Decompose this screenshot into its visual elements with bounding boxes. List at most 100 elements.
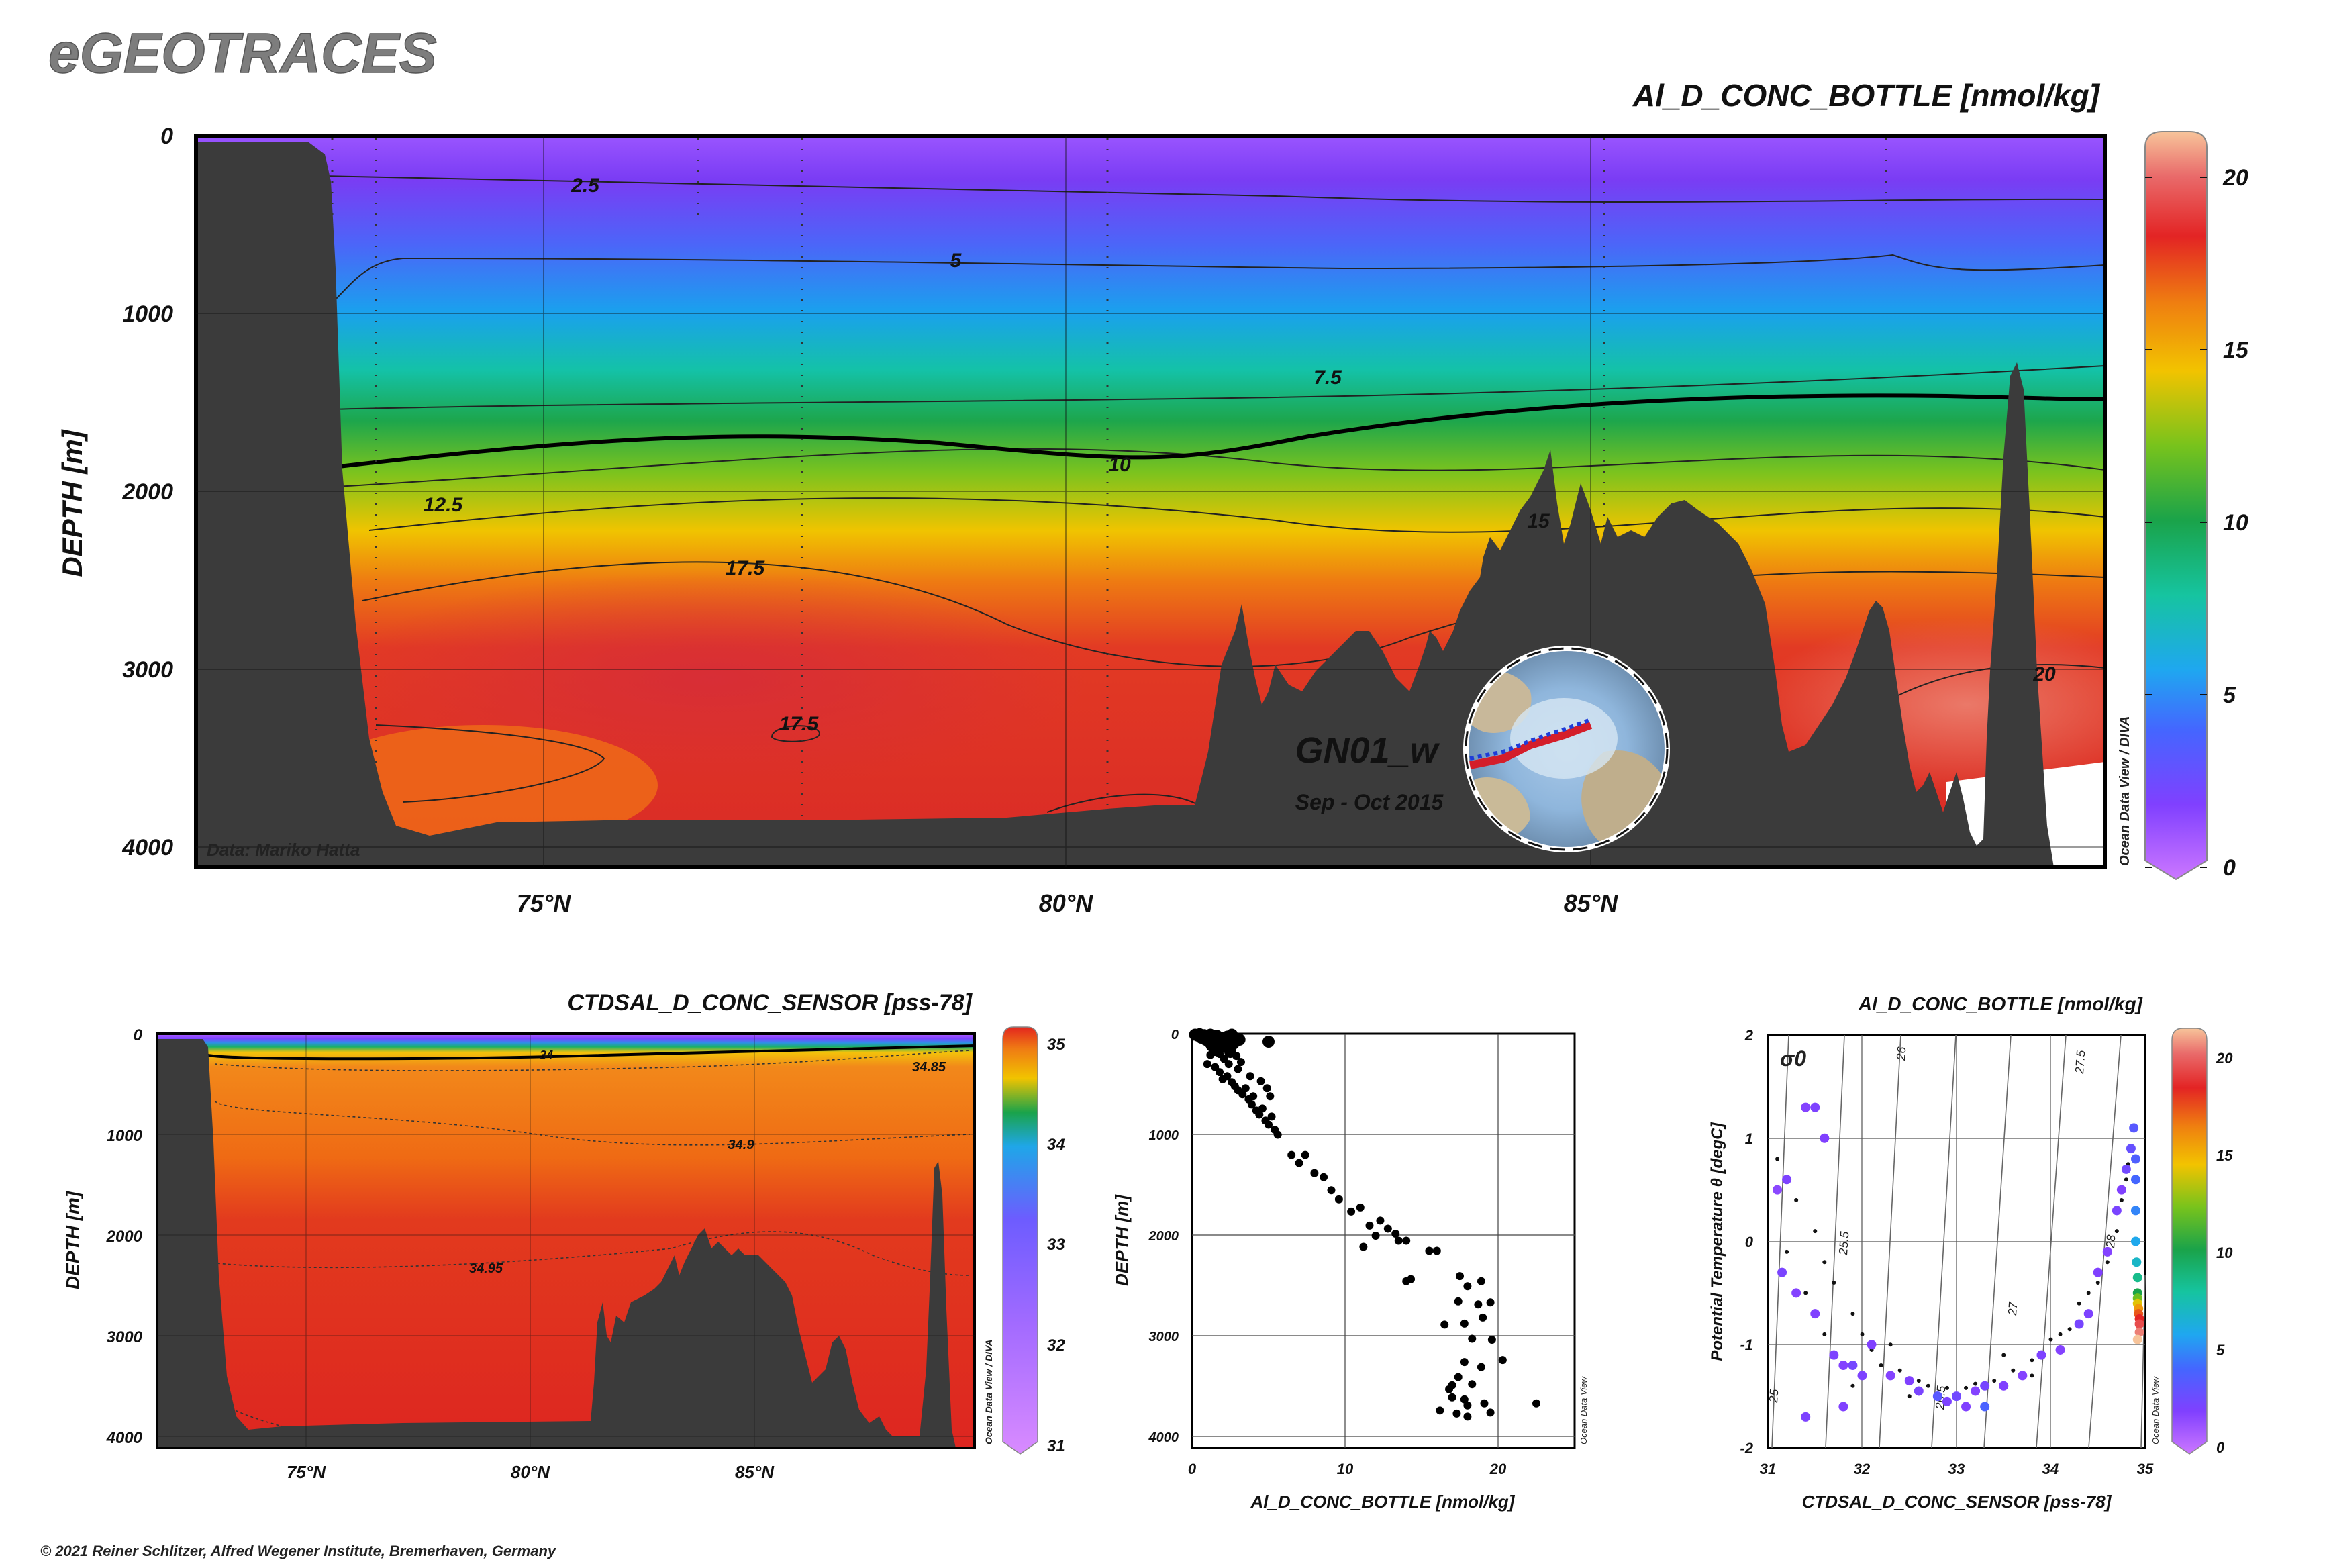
ts-title: Al_D_CONC_BOTTLE [nmol/kg] bbox=[1858, 993, 2144, 1014]
profile-point bbox=[1301, 1150, 1309, 1159]
ts-small-point bbox=[1775, 1157, 1780, 1161]
contour-label-5: 5 bbox=[950, 250, 962, 272]
ts-point bbox=[2083, 1309, 2093, 1319]
ts-point bbox=[1838, 1361, 1848, 1370]
profile-point bbox=[1334, 1195, 1343, 1204]
main-ytick-1: 1000 bbox=[122, 301, 173, 327]
profile-point bbox=[1267, 1112, 1276, 1121]
profile-gridlines bbox=[1192, 1034, 1575, 1448]
profile-point bbox=[1454, 1373, 1463, 1381]
profile-point bbox=[1255, 1110, 1264, 1119]
ts-ytick-m1: -1 bbox=[1740, 1336, 1753, 1353]
ts-isopycnal-labels: 25 25.5 26 26.5 27 27.5 28 bbox=[1767, 1046, 2118, 1410]
main-contour-labels: 2.5 5 7.5 10 12.5 17.5 17.5 15 20 bbox=[424, 175, 2056, 735]
ts-small-point bbox=[2077, 1301, 2081, 1306]
ts-point bbox=[1838, 1402, 1848, 1412]
main-xtick-0: 75°N bbox=[517, 889, 571, 917]
ts-small-point bbox=[1822, 1260, 1827, 1265]
profile-point bbox=[1295, 1159, 1303, 1167]
ts-sigma-label: σ0 bbox=[1780, 1046, 1806, 1071]
sal-clabel-34: 34 bbox=[540, 1048, 553, 1062]
ts-iso-28: 28 bbox=[2103, 1234, 2118, 1249]
main-ytick-2: 2000 bbox=[121, 479, 173, 505]
ts-small-point bbox=[2058, 1332, 2063, 1336]
salinity-terrain bbox=[157, 1039, 956, 1448]
ts-cbar-10: 10 bbox=[2216, 1244, 2233, 1261]
ts-point bbox=[1867, 1340, 1877, 1350]
ts-cbar-15: 15 bbox=[2216, 1147, 2233, 1164]
ts-point bbox=[1952, 1391, 1961, 1402]
ts-point bbox=[1971, 1386, 1981, 1396]
ts-iso-27-5: 27.5 bbox=[2073, 1049, 2088, 1075]
main-xtick-1: 80°N bbox=[1039, 889, 1093, 917]
ts-isopycnals bbox=[1771, 1034, 2146, 1449]
profile-point bbox=[1273, 1130, 1282, 1139]
ts-point bbox=[2116, 1185, 2126, 1195]
ts-iso-26: 26 bbox=[1894, 1046, 1908, 1061]
ts-small-point bbox=[2124, 1177, 2128, 1182]
profile-point bbox=[1347, 1207, 1356, 1216]
ts-point bbox=[2055, 1344, 2065, 1355]
profile-point bbox=[1327, 1186, 1336, 1195]
profile-point bbox=[1224, 1060, 1233, 1069]
sal-xtick-1: 80°N bbox=[511, 1462, 550, 1482]
cruise-track bbox=[1469, 721, 1593, 769]
ts-point bbox=[1914, 1386, 1924, 1396]
ts-point bbox=[1932, 1391, 1942, 1402]
ts-small-point bbox=[1803, 1291, 1808, 1295]
ts-small-point bbox=[1964, 1385, 1969, 1390]
profile-point bbox=[1256, 1077, 1265, 1085]
ts-small-point bbox=[2114, 1229, 2119, 1234]
profile-point bbox=[1236, 1058, 1245, 1067]
profile-point bbox=[1391, 1229, 1400, 1238]
ts-small-point bbox=[1785, 1249, 1789, 1254]
profile-point bbox=[1498, 1356, 1507, 1365]
ts-point bbox=[2129, 1123, 2139, 1133]
sal-ytick-1: 1000 bbox=[107, 1127, 143, 1145]
ts-point bbox=[1885, 1371, 1895, 1381]
ts-small-point bbox=[1992, 1379, 1997, 1383]
main-frame bbox=[194, 134, 2107, 869]
profile-point bbox=[1262, 1036, 1275, 1048]
ts-small-point bbox=[1850, 1383, 1855, 1388]
main-section-chart: Al_D_CONC_BOTTLE [nmol/kg] bbox=[56, 78, 2249, 917]
main-watermark: Ocean Data View / DIVA bbox=[2118, 716, 2132, 866]
profile-point bbox=[1359, 1242, 1368, 1251]
prof-ytick-4: 4000 bbox=[1148, 1430, 1179, 1445]
contour-label-2-5: 2.5 bbox=[571, 175, 600, 197]
ts-point bbox=[1980, 1381, 1990, 1391]
main-x-ticklabels: 75°N 80°N 85°N bbox=[517, 889, 1618, 917]
ts-point bbox=[2134, 1319, 2144, 1329]
sal-ytick-0: 0 bbox=[134, 1026, 143, 1044]
prof-ytick-0: 0 bbox=[1171, 1028, 1179, 1042]
ts-gridlines bbox=[1768, 1035, 2145, 1448]
profile-point bbox=[1394, 1236, 1403, 1245]
ts-ytick-1: 1 bbox=[1745, 1130, 1753, 1147]
ts-y-ticklabels: 2 1 0 -1 -2 bbox=[1740, 1027, 1753, 1457]
ts-small-point bbox=[1888, 1342, 1893, 1347]
profile-point bbox=[1460, 1358, 1469, 1367]
profile-point bbox=[1258, 1104, 1267, 1113]
ts-xtick-32: 32 bbox=[1854, 1461, 1871, 1477]
ts-xlabel: CTDSAL_D_CONC_SENSOR [pss-78] bbox=[1802, 1491, 2112, 1512]
ts-point bbox=[1801, 1412, 1811, 1422]
main-section-title: Al_D_CONC_BOTTLE [nmol/kg] bbox=[1632, 78, 2101, 113]
ts-watermark: Ocean Data View bbox=[2150, 1375, 2161, 1444]
salinity-contours bbox=[201, 1050, 971, 1430]
profile-point bbox=[1463, 1282, 1472, 1291]
ts-small-point bbox=[1879, 1363, 1883, 1367]
profile-ylabel: DEPTH [m] bbox=[1111, 1194, 1132, 1286]
profile-x-ticklabels: 0 10 20 bbox=[1188, 1461, 1507, 1477]
profile-point bbox=[1238, 1090, 1247, 1099]
ts-small-point bbox=[1860, 1332, 1865, 1336]
ts-small-point bbox=[2086, 1291, 2091, 1295]
orange-bottom-left bbox=[309, 725, 658, 846]
profile-y-ticklabels: 0 1000 2000 3000 4000 bbox=[1148, 1028, 1179, 1445]
salinity-section-chart: CTDSAL_D_CONC_SENSOR [pss-78] 34 34.85 bbox=[62, 990, 1065, 1482]
profile-point bbox=[1265, 1120, 1273, 1129]
profile-point bbox=[1249, 1092, 1258, 1101]
main-cbar-15: 15 bbox=[2223, 338, 2249, 363]
main-cbar-10: 10 bbox=[2223, 510, 2248, 536]
profile-watermark: Ocean Data View bbox=[1579, 1375, 1589, 1444]
contour-label-15: 15 bbox=[1527, 510, 1550, 532]
